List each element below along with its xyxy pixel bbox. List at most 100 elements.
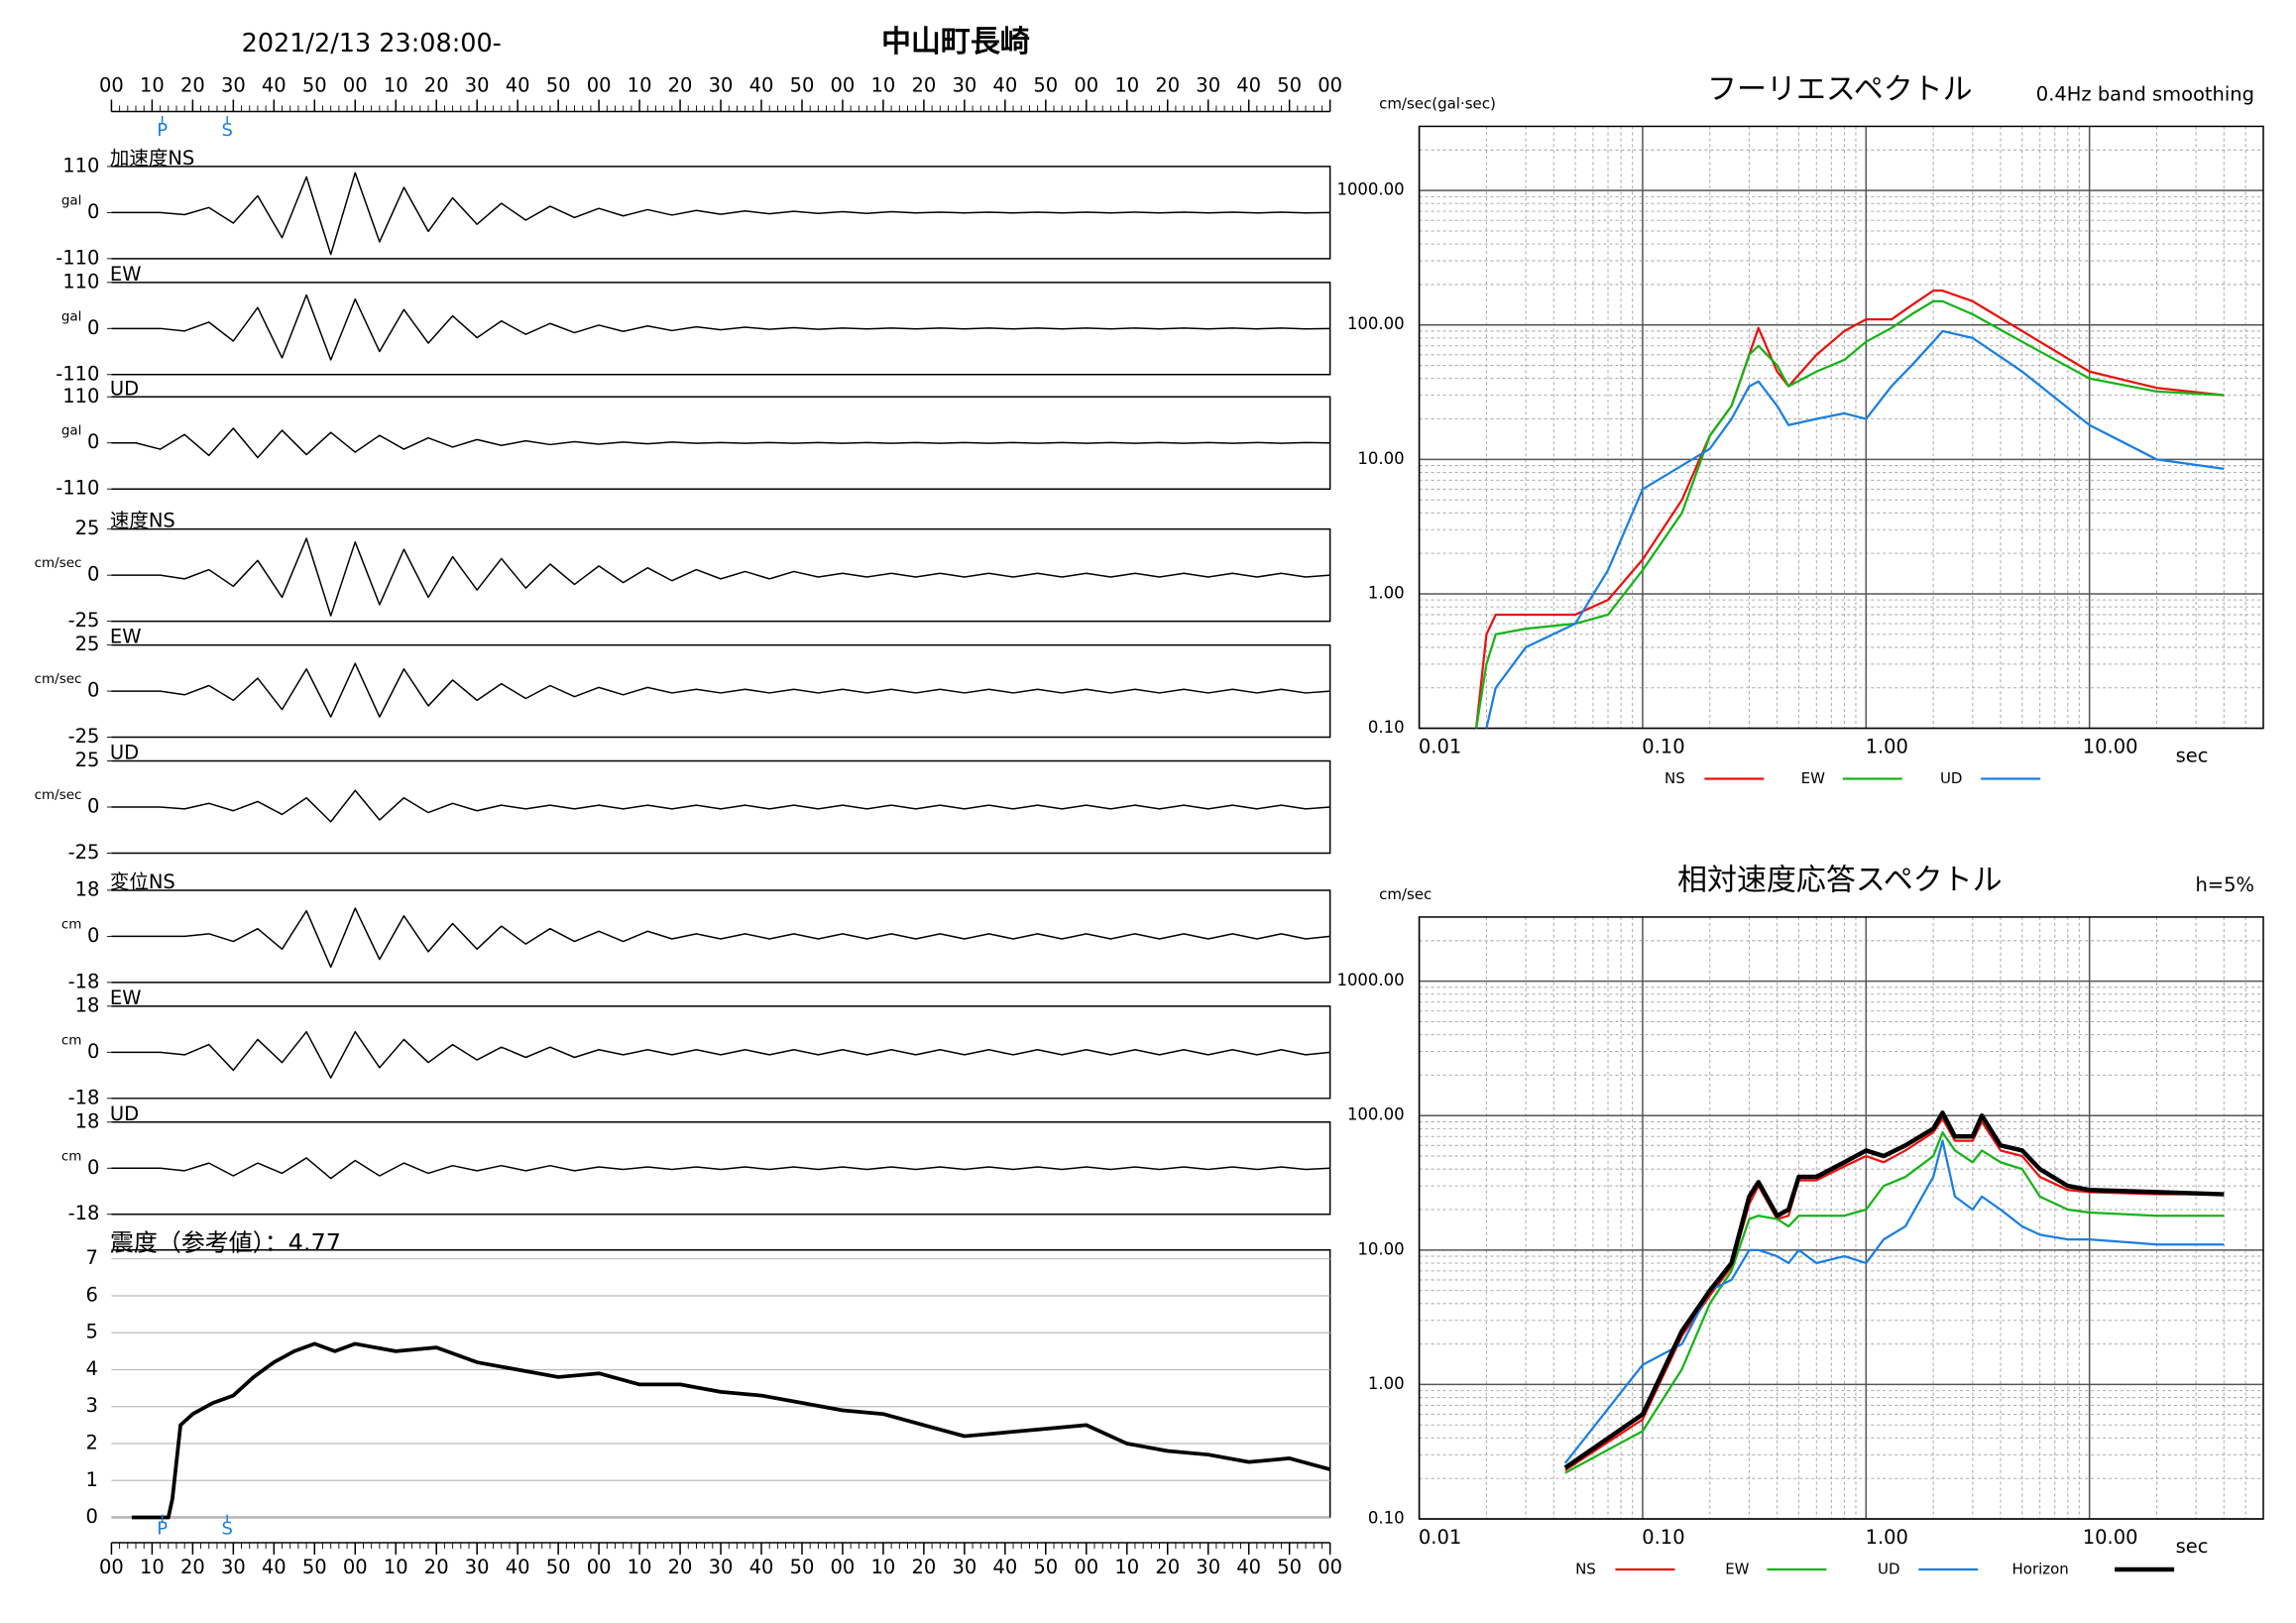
x-tick-label: 50 — [302, 73, 327, 96]
legend-label: EW — [1801, 769, 1825, 787]
intensity-line — [131, 1341, 1331, 1520]
x-tick-label: 20 — [668, 73, 693, 96]
x-tick-label: 20 — [424, 73, 449, 96]
x-tick-label: 00 — [831, 73, 856, 96]
plot-frame — [1418, 125, 2264, 730]
x-tick-label: 30 — [1196, 73, 1220, 96]
spectrum-subtitle: h=5% — [2195, 873, 2254, 896]
x-tick-label: 00 — [1318, 1556, 1342, 1578]
y-tick-label: 25 — [75, 633, 100, 655]
x-tick-label: 00 — [587, 73, 612, 96]
y-tick-label: -25 — [68, 609, 100, 632]
x-tick-label: 00 — [99, 1556, 124, 1578]
x-tick-label: 10 — [628, 73, 652, 96]
unit-label: gal — [61, 423, 82, 439]
panel-label: UD — [110, 1102, 139, 1125]
intensity-title: 震度（参考値）：4.77 — [110, 1229, 341, 1257]
y-tick-label: 18 — [75, 993, 100, 1016]
x-tick-label: 00 — [99, 73, 124, 96]
y-tick-label: 0.10 — [1368, 1509, 1405, 1528]
y-tick-label: 0.10 — [1368, 718, 1405, 737]
spectrum-line — [1474, 299, 2225, 729]
y-tick-label: 3 — [86, 1394, 98, 1417]
y-tick-label: -110 — [56, 477, 99, 500]
unit-label: cm/sec — [35, 671, 82, 687]
x-tick-label: 20 — [1155, 73, 1180, 96]
y-tick-label: 0 — [87, 924, 99, 947]
x-tick-label: 30 — [952, 73, 976, 96]
x-tick-label: 50 — [790, 73, 815, 96]
y-tick-label: 0 — [87, 316, 99, 339]
panel-label: EW — [110, 626, 142, 648]
y-tick-label: -110 — [56, 246, 99, 269]
waveform-line — [111, 172, 1330, 256]
y-tick-label: 18 — [75, 877, 100, 900]
legend-label: UD — [1940, 769, 1963, 787]
x-tick-label: 50 — [790, 1556, 815, 1578]
phase-label: P — [157, 120, 168, 141]
x-tick-label: 10 — [384, 1556, 408, 1578]
x-tick-label: 10 — [140, 73, 165, 96]
waveform-line — [111, 427, 1330, 459]
panel-label: 速度NS — [110, 510, 175, 532]
x-tick-label: 0.01 — [1419, 1526, 1461, 1549]
panel-frame — [111, 1248, 1331, 1519]
x-axis-label: sec — [2176, 745, 2209, 767]
spectrum-line — [1474, 290, 2225, 729]
x-tick-label: 30 — [221, 1556, 246, 1578]
y-tick-label: 100.00 — [1347, 1105, 1405, 1124]
waveform-line — [111, 789, 1330, 823]
x-tick-label: 20 — [912, 73, 937, 96]
x-tick-label: 10 — [1114, 73, 1139, 96]
y-tick-label: -25 — [68, 725, 100, 748]
y-tick-label: -110 — [56, 362, 99, 385]
panel-label: 変位NS — [110, 870, 175, 893]
y-tick-label: 100.00 — [1347, 314, 1405, 333]
unit-label: cm/sec — [35, 555, 82, 571]
spectrum-line — [1563, 1110, 2225, 1470]
y-tick-label: 2 — [86, 1432, 98, 1454]
y-tick-label: 0 — [87, 1040, 99, 1063]
unit-label: cm — [61, 1032, 82, 1048]
x-tick-label: 10.00 — [2083, 1526, 2138, 1549]
x-tick-label: 00 — [1074, 1556, 1098, 1578]
x-tick-label: 40 — [992, 1556, 1017, 1578]
unit-label: gal — [61, 192, 82, 208]
x-tick-label: 1.00 — [1866, 736, 1908, 758]
x-tick-label: 20 — [668, 1556, 693, 1578]
x-tick-label: 10 — [140, 1556, 165, 1578]
waveform-line — [111, 1030, 1330, 1079]
plot-frame — [1418, 916, 2264, 1520]
waveform-line — [111, 537, 1330, 617]
y-tick-label: 110 — [62, 270, 99, 292]
panel-frame — [111, 643, 1331, 739]
y-tick-label: -18 — [68, 1202, 100, 1224]
spectrum-title: フーリエスペクトル — [1707, 72, 1973, 107]
y-tick-label: 7 — [86, 1246, 98, 1269]
y-tick-label: -18 — [68, 1086, 100, 1108]
x-tick-label: 50 — [1033, 73, 1058, 96]
x-tick-label: 40 — [262, 1556, 287, 1578]
panel-frame — [111, 282, 1331, 376]
x-tick-label: 50 — [302, 1556, 327, 1578]
spectrum-subtitle: 0.4Hz band smoothing — [2036, 82, 2254, 105]
x-tick-label: 30 — [709, 1556, 734, 1578]
panel-label: UD — [110, 742, 139, 764]
x-axis-label: sec — [2176, 1535, 2209, 1558]
y-tick-label: 18 — [75, 1109, 100, 1132]
phase-label: P — [157, 1519, 168, 1540]
x-tick-label: 40 — [262, 73, 287, 96]
x-tick-label: 50 — [1277, 1556, 1302, 1578]
spectrum-line — [1564, 1131, 2225, 1474]
x-tick-label: 00 — [343, 1556, 368, 1578]
waveform-line — [111, 907, 1330, 969]
x-tick-label: 40 — [992, 73, 1017, 96]
y-tick-label: 0 — [87, 563, 99, 586]
x-tick-label: 40 — [749, 73, 774, 96]
legend-label: Horizon — [2012, 1561, 2069, 1578]
x-tick-label: 50 — [1033, 1556, 1058, 1578]
x-tick-label: 30 — [1196, 1556, 1220, 1578]
x-tick-label: 10 — [871, 73, 896, 96]
x-tick-label: 30 — [221, 73, 246, 96]
